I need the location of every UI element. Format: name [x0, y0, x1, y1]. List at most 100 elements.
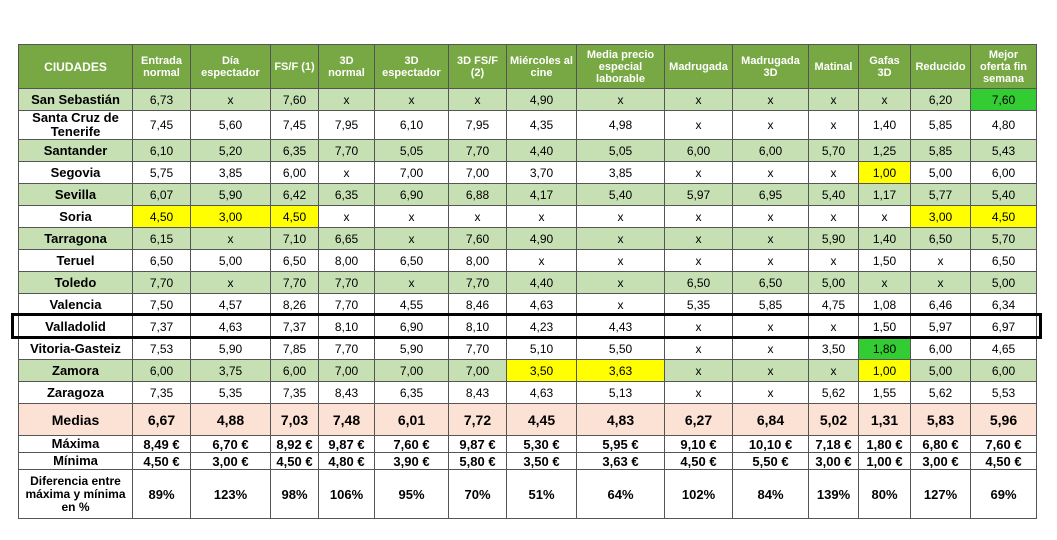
value-cell: x [318, 88, 375, 111]
value-cell: 89% [132, 469, 191, 519]
value-cell: 5,90 [190, 183, 271, 206]
value-cell: 3,63 € [576, 452, 665, 470]
value-cell: 7,50 [132, 293, 191, 316]
value-cell: 64% [576, 469, 665, 519]
value-cell: 7,53 [132, 337, 191, 360]
value-cell: x [664, 110, 733, 140]
value-cell: 8,10 [448, 315, 507, 338]
value-cell: 3,63 [576, 359, 665, 382]
city-row: Zamora 6,00 3,75 6,00 7,00 7,00 7,00 3,50 3,63 x x… [18, 359, 1037, 382]
value-cell: 4,63 [506, 293, 577, 316]
value-cell: 1,08 [858, 293, 911, 316]
value-cell: 6,95 [732, 183, 809, 206]
value-cell: 3,00 € [808, 452, 859, 470]
row-label: Toledo [18, 271, 133, 294]
value-cell: x [858, 205, 911, 228]
header-cell: FS/F (1) [270, 44, 319, 89]
row-label: Tarragona [18, 227, 133, 250]
header-cell: 3D FS/F (2) [448, 44, 507, 89]
row-label: Máxima [18, 435, 133, 453]
value-cell: 6,20 [910, 88, 971, 111]
value-cell: 5,00 [910, 359, 971, 382]
value-cell: x [664, 249, 733, 272]
value-cell: 5,00 [190, 249, 271, 272]
value-cell: x [732, 249, 809, 272]
city-row: Toledo 7,70 x 7,70 7,70 x 7,70 4,40 x 6,50 6,50 5,0… [18, 271, 1037, 294]
value-cell: 5,90 [374, 337, 449, 360]
value-cell: 3,85 [190, 161, 271, 184]
value-cell: 5,95 € [576, 435, 665, 453]
city-row: Tarragona 6,15 x 7,10 6,65 x 7,60 4,90 x x x 5,90 1,… [18, 227, 1037, 250]
value-cell: 7,00 [374, 359, 449, 382]
value-cell: 4,50 € [132, 452, 191, 470]
header-cell: Día espectador [190, 44, 271, 89]
value-cell: 4,50 € [664, 452, 733, 470]
value-cell: 7,70 [448, 139, 507, 162]
value-cell: x [910, 249, 971, 272]
value-cell: 4,50 [270, 205, 319, 228]
row-label: Valencia [18, 293, 133, 316]
value-cell: x [664, 337, 733, 360]
value-cell: 6,80 € [910, 435, 971, 453]
city-row: Segovia 5,75 3,85 6,00 x 7,00 7,00 3,70 3,85 x x x 1… [18, 161, 1037, 184]
header-cell: Reducido [910, 44, 971, 89]
value-cell: 5,40 [970, 183, 1037, 206]
value-cell: 5,96 [970, 403, 1037, 436]
row-label: Mínima [18, 452, 133, 470]
value-cell: 8,00 [448, 249, 507, 272]
value-cell: 4,63 [506, 381, 577, 404]
value-cell: x [808, 249, 859, 272]
value-cell: 7,70 [318, 271, 375, 294]
value-cell: x [732, 161, 809, 184]
value-cell: 7,35 [270, 381, 319, 404]
value-cell: 4,57 [190, 293, 271, 316]
row-label: Medias [18, 403, 133, 436]
value-cell: 6,00 [132, 359, 191, 382]
value-cell: 6,46 [910, 293, 971, 316]
value-cell: 51% [506, 469, 577, 519]
value-cell: 5,62 [910, 381, 971, 404]
value-cell: 7,95 [448, 110, 507, 140]
header-cell: Entrada normal [132, 44, 191, 89]
value-cell: 7,60 [448, 227, 507, 250]
value-cell: 98% [270, 469, 319, 519]
value-cell: 4,65 [970, 337, 1037, 360]
value-cell: 106% [318, 469, 375, 519]
value-cell: 7,70 [448, 337, 507, 360]
value-cell: x [858, 88, 911, 111]
value-cell: x [732, 315, 809, 338]
value-cell: x [318, 161, 375, 184]
value-cell: 4,50 [970, 205, 1037, 228]
header-row: CIUDADES Entrada normal Día espectador FS/F… [18, 44, 1037, 89]
city-row: Santa Cruz de Tenerife 7,45 5,60 7,45 7,95 6,… [18, 110, 1037, 140]
value-cell: 5,83 [910, 403, 971, 436]
value-cell: x [858, 271, 911, 294]
value-cell: 1,80 € [858, 435, 911, 453]
header-cell: CIUDADES [18, 44, 133, 89]
value-cell: 4,90 [506, 88, 577, 111]
value-cell: 3,85 [576, 161, 665, 184]
summary-row: Máxima 8,49 €6,70 €8,92 €9,87 €7,60 €9,87… [18, 435, 1037, 453]
value-cell: 4,40 [506, 139, 577, 162]
value-cell: 1,17 [858, 183, 911, 206]
value-cell: 6,50 [270, 249, 319, 272]
value-cell: 6,50 [970, 249, 1037, 272]
value-cell: 6,97 [970, 315, 1037, 338]
value-cell: 7,60 € [374, 435, 449, 453]
value-cell: 1,50 [858, 315, 911, 338]
value-cell: 6,50 [132, 249, 191, 272]
value-cell: x [664, 227, 733, 250]
value-cell: 6,00 [910, 337, 971, 360]
value-cell: 6,00 [270, 161, 319, 184]
value-cell: 5,00 [970, 271, 1037, 294]
value-cell: x [732, 227, 809, 250]
value-cell: 4,80 € [318, 452, 375, 470]
value-cell: x [732, 205, 809, 228]
value-cell: 1,80 [858, 337, 911, 360]
row-label: Zamora [18, 359, 133, 382]
value-cell: 6,35 [374, 381, 449, 404]
value-cell: 5,05 [374, 139, 449, 162]
value-cell: 3,00 [910, 205, 971, 228]
value-cell: 4,35 [506, 110, 577, 140]
value-cell: 7,37 [132, 315, 191, 338]
